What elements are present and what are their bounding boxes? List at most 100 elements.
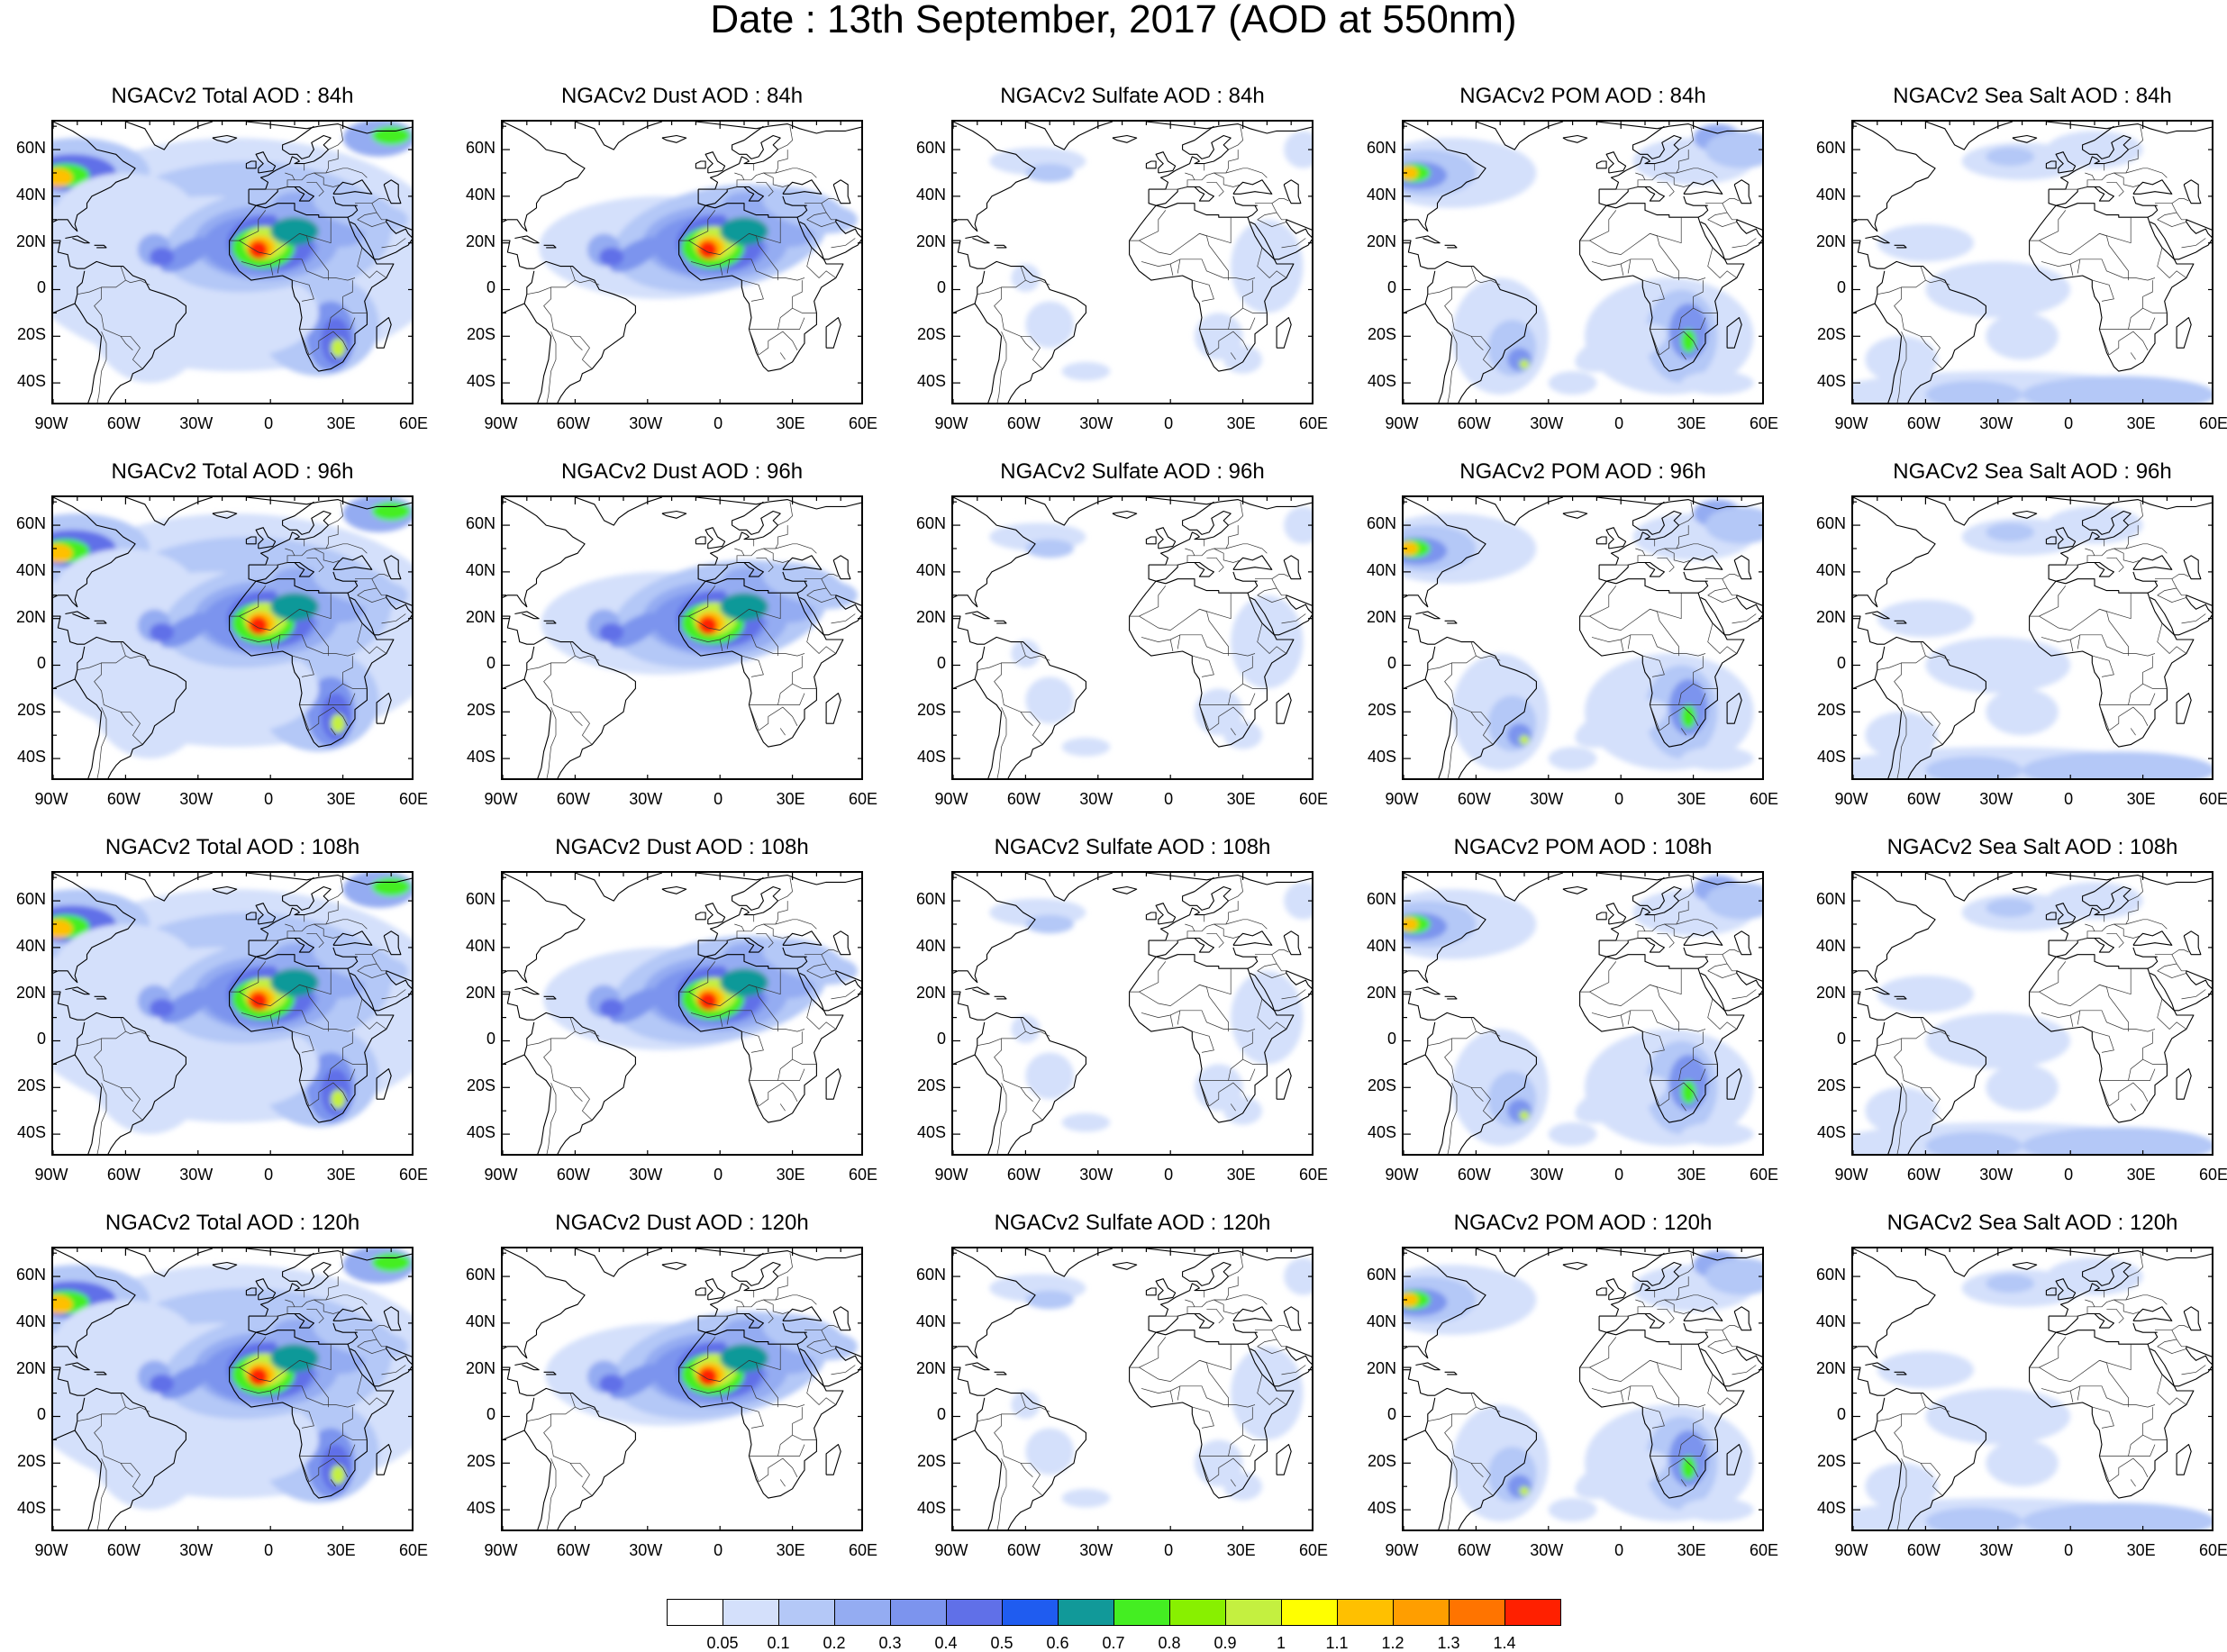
- border: [714, 901, 788, 941]
- border: [994, 1017, 1043, 1121]
- map-canvas: [1404, 873, 1762, 1154]
- border: [2108, 331, 2149, 356]
- coastline: [697, 561, 764, 582]
- border: [1678, 693, 1706, 705]
- border: [1579, 1337, 1617, 1368]
- lon-tick-label: 30W: [1530, 790, 1564, 808]
- border: [1257, 1346, 1286, 1354]
- coastline: [1232, 571, 1258, 582]
- aod-blob: [1404, 541, 1419, 556]
- lon-tick-label: 30W: [1079, 1541, 1114, 1559]
- coastline: [1424, 678, 1453, 778]
- lon-tick-label: 0: [1614, 1541, 1624, 1559]
- coastline: [575, 497, 663, 526]
- lon-tick-label: 60E: [1298, 414, 1329, 432]
- lon-tick-label: 60W: [1906, 790, 1941, 808]
- border: [1208, 1082, 1249, 1107]
- border: [94, 641, 143, 745]
- border: [1722, 1325, 1740, 1330]
- border: [314, 548, 341, 563]
- border: [1664, 1299, 1692, 1314]
- coastline: [1145, 160, 1157, 169]
- border: [1444, 1017, 1494, 1121]
- aod-blob: [1507, 348, 1532, 372]
- map-canvas: [1404, 497, 1762, 778]
- aod-blob: [1681, 1498, 1754, 1522]
- coastline: [1247, 956, 1259, 969]
- coastline: [1865, 611, 1890, 620]
- coastline: [1232, 179, 1273, 195]
- coastline: [1149, 501, 1232, 566]
- colorbar-box: [946, 1599, 1003, 1626]
- border: [741, 1030, 764, 1053]
- colorbar-tick-label: 0.4: [934, 1634, 958, 1652]
- coastline: [2132, 195, 2158, 206]
- aod-field: [53, 497, 412, 759]
- border: [1676, 543, 1718, 554]
- lat-tick-label: 20S: [1816, 701, 1846, 720]
- border: [806, 1346, 836, 1354]
- coastline: [2150, 595, 2212, 636]
- coastline: [953, 1366, 1086, 1529]
- aod-map-seasalt: [1851, 1247, 2213, 1531]
- border: [1257, 1374, 1287, 1405]
- border: [996, 1082, 1007, 1154]
- coastline: [1853, 497, 1936, 608]
- coastline: [65, 1362, 90, 1371]
- coastline: [74, 1054, 103, 1154]
- lon-tick-label: 0: [264, 1541, 274, 1559]
- colorbar-box: [1449, 1599, 1505, 1626]
- border: [96, 706, 107, 778]
- border: [1139, 1344, 1232, 1382]
- aod-map-seasalt: [1851, 495, 2213, 780]
- lat-tick-label: 40S: [466, 1123, 495, 1142]
- border: [749, 1456, 759, 1483]
- coastline: [1025, 122, 1114, 150]
- border: [831, 989, 856, 1000]
- map-canvas: [1853, 497, 2212, 778]
- border: [2171, 949, 2189, 955]
- border: [1185, 172, 1195, 180]
- coastline: [350, 595, 412, 636]
- coastline: [1283, 930, 1302, 956]
- aod-blob: [350, 1332, 408, 1361]
- coastline: [1129, 578, 1295, 748]
- lat-tick-label: 20N: [1366, 1358, 1396, 1377]
- lat-tick-label: 0: [36, 1030, 46, 1048]
- coastline: [575, 1248, 663, 1277]
- coastline: [2150, 970, 2212, 1012]
- coastline: [2029, 954, 2195, 1123]
- border: [1732, 613, 1757, 624]
- aod-blob: [1986, 522, 2034, 542]
- aod-blob: [1519, 1111, 1530, 1121]
- coastline: [255, 903, 277, 925]
- colorbar-tick-label: 0.2: [823, 1634, 846, 1652]
- border: [357, 622, 387, 654]
- border: [1242, 1058, 1268, 1065]
- border: [1589, 1344, 1682, 1382]
- coastline: [1444, 995, 1458, 1000]
- lon-tick-label: 0: [714, 1541, 723, 1559]
- coastline: [1683, 571, 1708, 582]
- colorbar-tick-label: 1.2: [1381, 1634, 1404, 1652]
- aod-blob: [1025, 1290, 1074, 1310]
- border: [371, 1325, 389, 1330]
- aod-blob: [1025, 301, 1074, 349]
- lon-tick-label: 90W: [934, 1541, 968, 1559]
- border: [125, 1030, 150, 1037]
- coastlines: [953, 122, 1312, 403]
- border: [749, 232, 778, 281]
- lat-tick-label: 60N: [465, 139, 495, 158]
- coastline: [1894, 995, 1907, 1000]
- border: [734, 923, 745, 931]
- border: [575, 279, 600, 286]
- aod-blob: [1575, 699, 1668, 748]
- coastline: [704, 527, 726, 549]
- border: [2142, 683, 2168, 689]
- aod-field: [1404, 1250, 1762, 1522]
- lat-tick-label: 0: [36, 278, 46, 297]
- coastline: [2012, 1261, 2038, 1270]
- coastline: [383, 555, 402, 580]
- border: [1185, 548, 1195, 556]
- lon-tick-label: 30E: [776, 790, 805, 808]
